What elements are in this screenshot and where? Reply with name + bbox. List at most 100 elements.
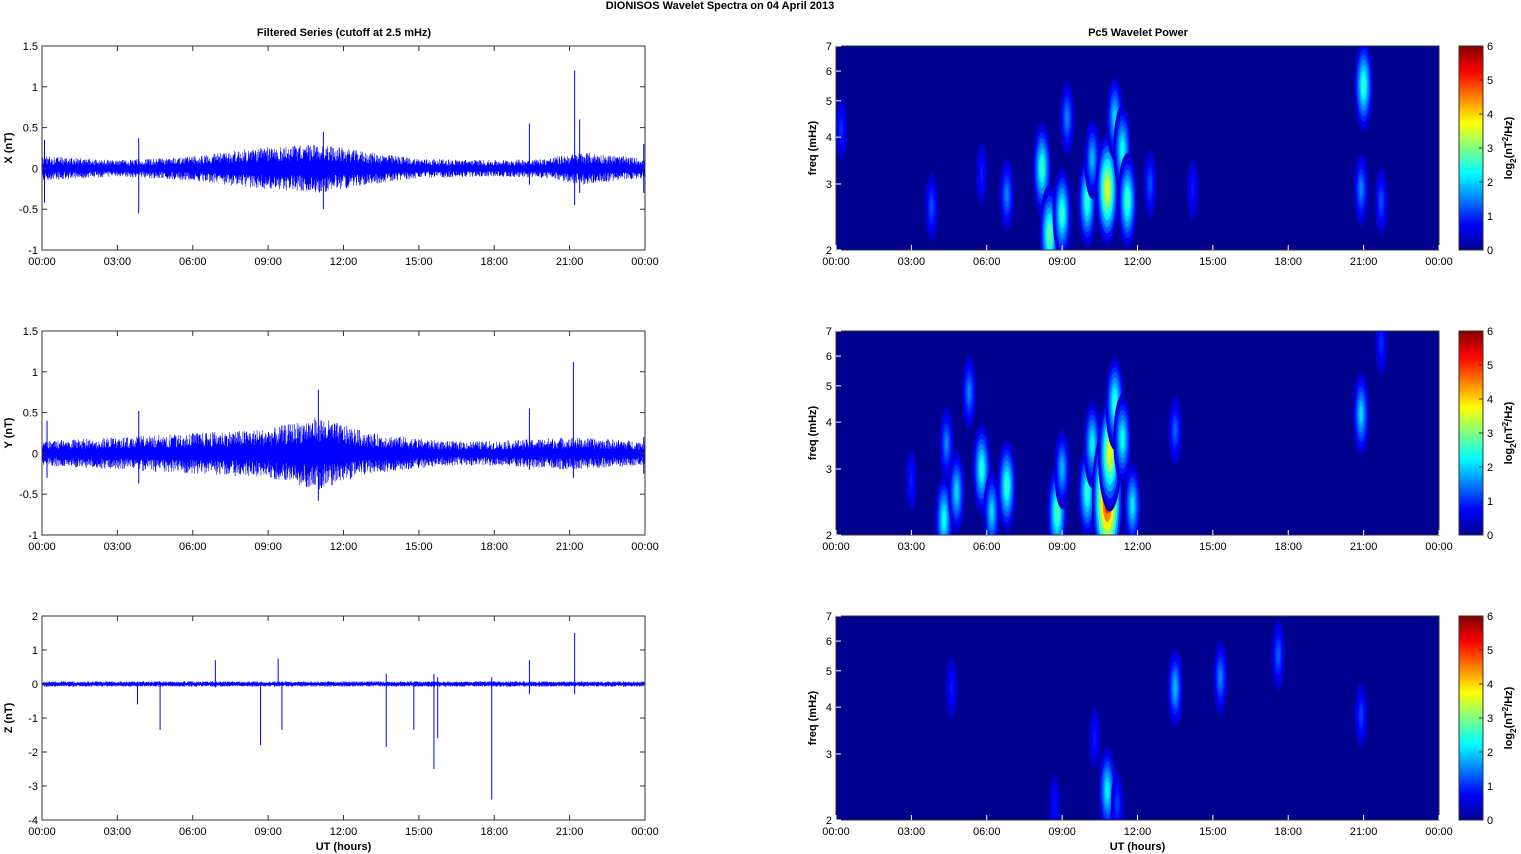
heatmap-panel-1: 00:00 03:00 06:00 09:00 12:00 15:00 18:00 21:00… [807, 41, 1518, 268]
colorbar-tick-label: 1 [1487, 211, 1493, 223]
colorbar-tick-label: 2 [1487, 462, 1493, 474]
colorbar-tick-label: 4 [1487, 109, 1493, 121]
power-blob [1379, 336, 1383, 350]
x-tick-label: 15:00 [1199, 826, 1227, 838]
x-tick-label: 06:00 [179, 826, 207, 838]
colorbar-label: log2(nT2/Hz) [1501, 686, 1518, 749]
x-tick-label: 21:00 [1350, 541, 1378, 553]
y-tick-label: -4 [28, 815, 38, 827]
colorbar-tick-label: 3 [1487, 713, 1493, 725]
y-tick-label: 0 [32, 679, 38, 691]
y-tick-label: 1 [32, 645, 38, 657]
panels: 00:00 03:00 06:00 09:00 12:00 15:00 18:00 21:00… [3, 41, 1518, 853]
colorbar-tick-label: 0 [1487, 815, 1493, 827]
power-blob [1173, 423, 1177, 438]
y-tick-label: 0.5 [23, 408, 38, 420]
power-blob [1130, 496, 1135, 514]
heatmap-cells [945, 620, 1368, 820]
y-tick-label: -1 [28, 245, 38, 257]
x-tick-label: 12:00 [330, 826, 358, 838]
x-tick-label: 00:00 [822, 826, 850, 838]
heatmap-background [836, 616, 1439, 820]
x-tick-label: 18:00 [1274, 256, 1302, 268]
x-tick-label: 03:00 [898, 256, 926, 268]
power-blob [1060, 460, 1064, 477]
y-tick-label: 4 [826, 417, 832, 429]
y-tick-label: 2 [826, 815, 832, 827]
x-tick-label: 09:00 [1048, 541, 1076, 553]
x-tick-label: 00:00 [28, 541, 56, 553]
x-tick-label: 21:00 [556, 256, 584, 268]
colorbar-tick-label: 6 [1487, 326, 1493, 338]
colorbar-tick-label: 3 [1487, 143, 1493, 155]
y-tick-label: -3 [28, 781, 38, 793]
plot-area [42, 616, 645, 820]
power-blob [1055, 502, 1060, 523]
x-tick-label: 06:00 [973, 541, 1001, 553]
colorbar-tick-label: 0 [1487, 245, 1493, 257]
power-blob [1125, 191, 1130, 211]
power-blob [980, 167, 983, 180]
colorbar-label: log2(nT2/Hz) [1501, 401, 1518, 464]
y-tick-label: 6 [826, 66, 832, 78]
x-tick-label: 18:00 [480, 256, 508, 268]
power-blob [1005, 187, 1009, 203]
power-blob [1085, 191, 1090, 211]
y-tick-label: 1 [32, 82, 38, 94]
x-tick-label: 15:00 [405, 826, 433, 838]
power-blob [1359, 405, 1363, 423]
plot-area [42, 331, 645, 535]
y-tick-label: 5 [826, 381, 832, 393]
x-tick-label: 06:00 [179, 256, 207, 268]
colorbar-tick-label: 5 [1487, 645, 1493, 657]
power-blob [1359, 182, 1363, 197]
heatmap-panel-3: 00:00 03:00 06:00 09:00 12:00 15:00 18:00 21:00… [807, 611, 1518, 853]
colorbar-tick-label: 4 [1487, 394, 1493, 406]
colorbar-tick-label: 0 [1487, 530, 1493, 542]
power-blob [1112, 393, 1117, 413]
heatmap-cells [836, 46, 1388, 250]
power-blob [1359, 708, 1363, 723]
power-blob [1090, 435, 1095, 453]
colorbar-tick-label: 5 [1487, 75, 1493, 87]
x-tick-label: 18:00 [480, 826, 508, 838]
y-axis-label: freq (mHz) [807, 120, 819, 175]
colorbar-tick-label: 6 [1487, 41, 1493, 53]
x-tick-label: 00:00 [631, 541, 659, 553]
y-axis-label: Y (nT) [3, 417, 15, 448]
colorbar-tick-label: 5 [1487, 360, 1493, 372]
y-tick-label: 6 [826, 636, 832, 648]
power-blob [1047, 224, 1052, 245]
power-blob [945, 436, 949, 452]
power-blob [950, 681, 953, 695]
y-tick-label: 5 [826, 96, 832, 108]
power-blob [1148, 177, 1152, 191]
heatmap-panel-2: 00:00 03:00 06:00 09:00 12:00 15:00 18:00 21:00… [807, 326, 1518, 553]
y-tick-label: 2 [826, 245, 832, 257]
power-blob [1060, 204, 1065, 224]
x-tick-label: 18:00 [1274, 826, 1302, 838]
y-tick-label: -1 [28, 713, 38, 725]
power-blob [839, 122, 843, 136]
colorbar-tick-label: 2 [1487, 747, 1493, 759]
power-blob [930, 200, 933, 215]
power-blob [1107, 441, 1113, 466]
line-panel-3: 00:00 03:00 06:00 09:00 12:00 15:00 18:00 21:00… [3, 611, 659, 853]
y-tick-label: 1.5 [23, 41, 38, 53]
x-tick-label: 21:00 [556, 826, 584, 838]
power-blob [1093, 732, 1096, 745]
y-tick-label: -1 [28, 530, 38, 542]
x-tick-label: 00:00 [631, 256, 659, 268]
x-tick-label: 09:00 [254, 541, 282, 553]
power-blob [1120, 430, 1125, 449]
x-tick-label: 03:00 [104, 826, 132, 838]
y-tick-label: 5 [826, 666, 832, 678]
x-tick-label: 09:00 [254, 826, 282, 838]
y-axis-label: freq (mHz) [807, 690, 819, 745]
power-blob [1191, 183, 1194, 196]
colorbar-tick-label: 1 [1487, 781, 1493, 793]
y-tick-label: 3 [826, 464, 832, 476]
x-tick-label: 03:00 [898, 541, 926, 553]
power-blob [1090, 150, 1094, 167]
y-tick-label: 3 [826, 749, 832, 761]
